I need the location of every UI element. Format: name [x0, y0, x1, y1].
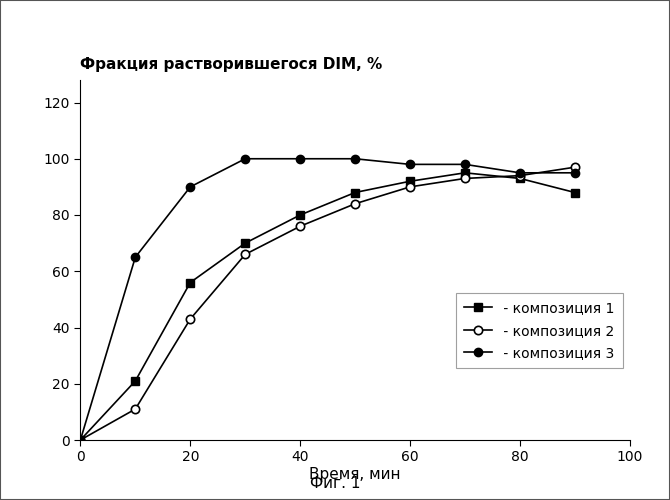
 - композиция 2: [461, 176, 469, 182]
 - композиция 3: [131, 254, 139, 260]
 - композиция 2: [131, 406, 139, 412]
 - композиция 2: [296, 223, 304, 229]
 - композиция 1: [406, 178, 414, 184]
 - композиция 3: [406, 162, 414, 168]
Legend:  - композиция 1,  - композиция 2,  - композиция 3: - композиция 1, - композиция 2, - композ…: [456, 293, 623, 368]
 - композиция 1: [351, 190, 359, 196]
 - композиция 2: [351, 200, 359, 207]
Text: Фиг. 1: Фиг. 1: [310, 476, 360, 490]
 - композиция 2: [241, 252, 249, 258]
 - композиция 2: [76, 437, 84, 443]
 - композиция 3: [461, 162, 469, 168]
 - композиция 3: [186, 184, 194, 190]
Line:  - композиция 2: - композиция 2: [76, 163, 579, 444]
 - композиция 2: [571, 164, 579, 170]
 - композиция 2: [406, 184, 414, 190]
 - композиция 1: [186, 280, 194, 285]
 - композиция 1: [461, 170, 469, 176]
Line:  - композиция 3: - композиция 3: [76, 154, 579, 444]
X-axis label: Время, мин: Время, мин: [310, 467, 401, 482]
Text: Фракция растворившегося DIM, %: Фракция растворившегося DIM, %: [80, 57, 383, 72]
 - композиция 3: [296, 156, 304, 162]
 - композиция 1: [296, 212, 304, 218]
 - композиция 2: [516, 172, 524, 178]
 - композиция 1: [516, 176, 524, 182]
 - композиция 3: [351, 156, 359, 162]
 - композиция 3: [571, 170, 579, 176]
 - композиция 1: [76, 437, 84, 443]
 - композиция 3: [76, 437, 84, 443]
 - композиция 3: [241, 156, 249, 162]
 - композиция 1: [241, 240, 249, 246]
 - композиция 1: [571, 190, 579, 196]
 - композиция 2: [186, 316, 194, 322]
 - композиция 3: [516, 170, 524, 176]
Line:  - композиция 1: - композиция 1: [76, 168, 579, 444]
 - композиция 1: [131, 378, 139, 384]
